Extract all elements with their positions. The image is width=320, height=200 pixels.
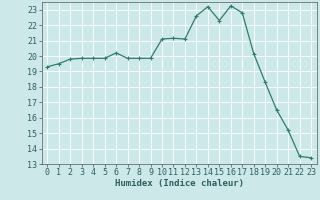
X-axis label: Humidex (Indice chaleur): Humidex (Indice chaleur) bbox=[115, 179, 244, 188]
